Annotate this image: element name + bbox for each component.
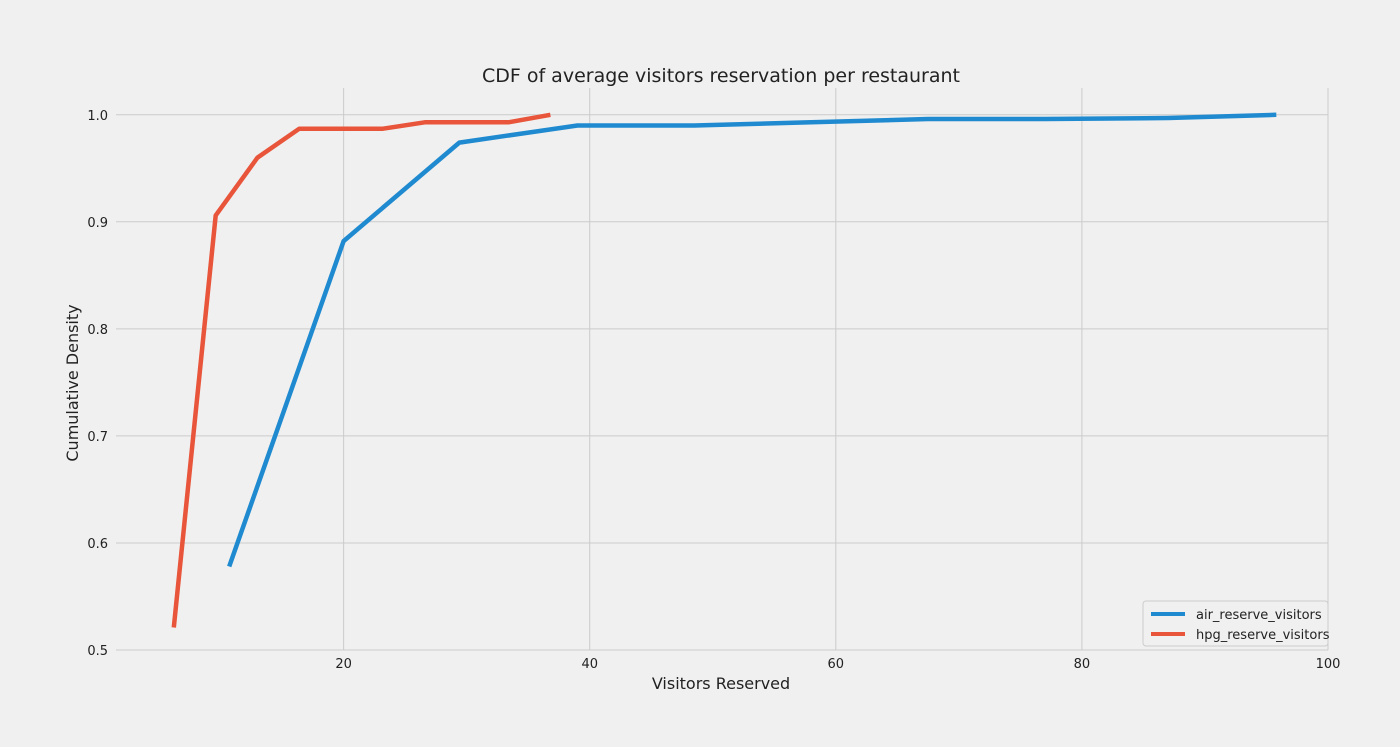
x-tick-label: 100	[1316, 657, 1341, 672]
legend-label-hpg: hpg_reserve_visitors	[1196, 628, 1330, 643]
x-tick-label: 40	[581, 657, 598, 672]
x-tick-label: 60	[828, 657, 845, 672]
x-tick-label: 20	[335, 657, 352, 672]
y-tick-label: 0.5	[87, 644, 108, 659]
y-tick-label: 0.7	[87, 430, 108, 445]
legend-label-air: air_reserve_visitors	[1196, 608, 1322, 623]
y-tick-label: 1.0	[87, 109, 108, 124]
x-axis-label: Visitors Reserved	[652, 674, 790, 693]
x-tick-label: 80	[1074, 657, 1091, 672]
y-axis-label: Cumulative Density	[63, 304, 82, 461]
chart-title: CDF of average visitors reservation per …	[482, 65, 960, 87]
y-tick-label: 0.6	[87, 537, 108, 552]
legend: air_reserve_visitors hpg_reserve_visitor…	[1143, 601, 1330, 646]
y-tick-label: 0.9	[87, 216, 108, 231]
y-tick-label: 0.8	[87, 323, 108, 338]
